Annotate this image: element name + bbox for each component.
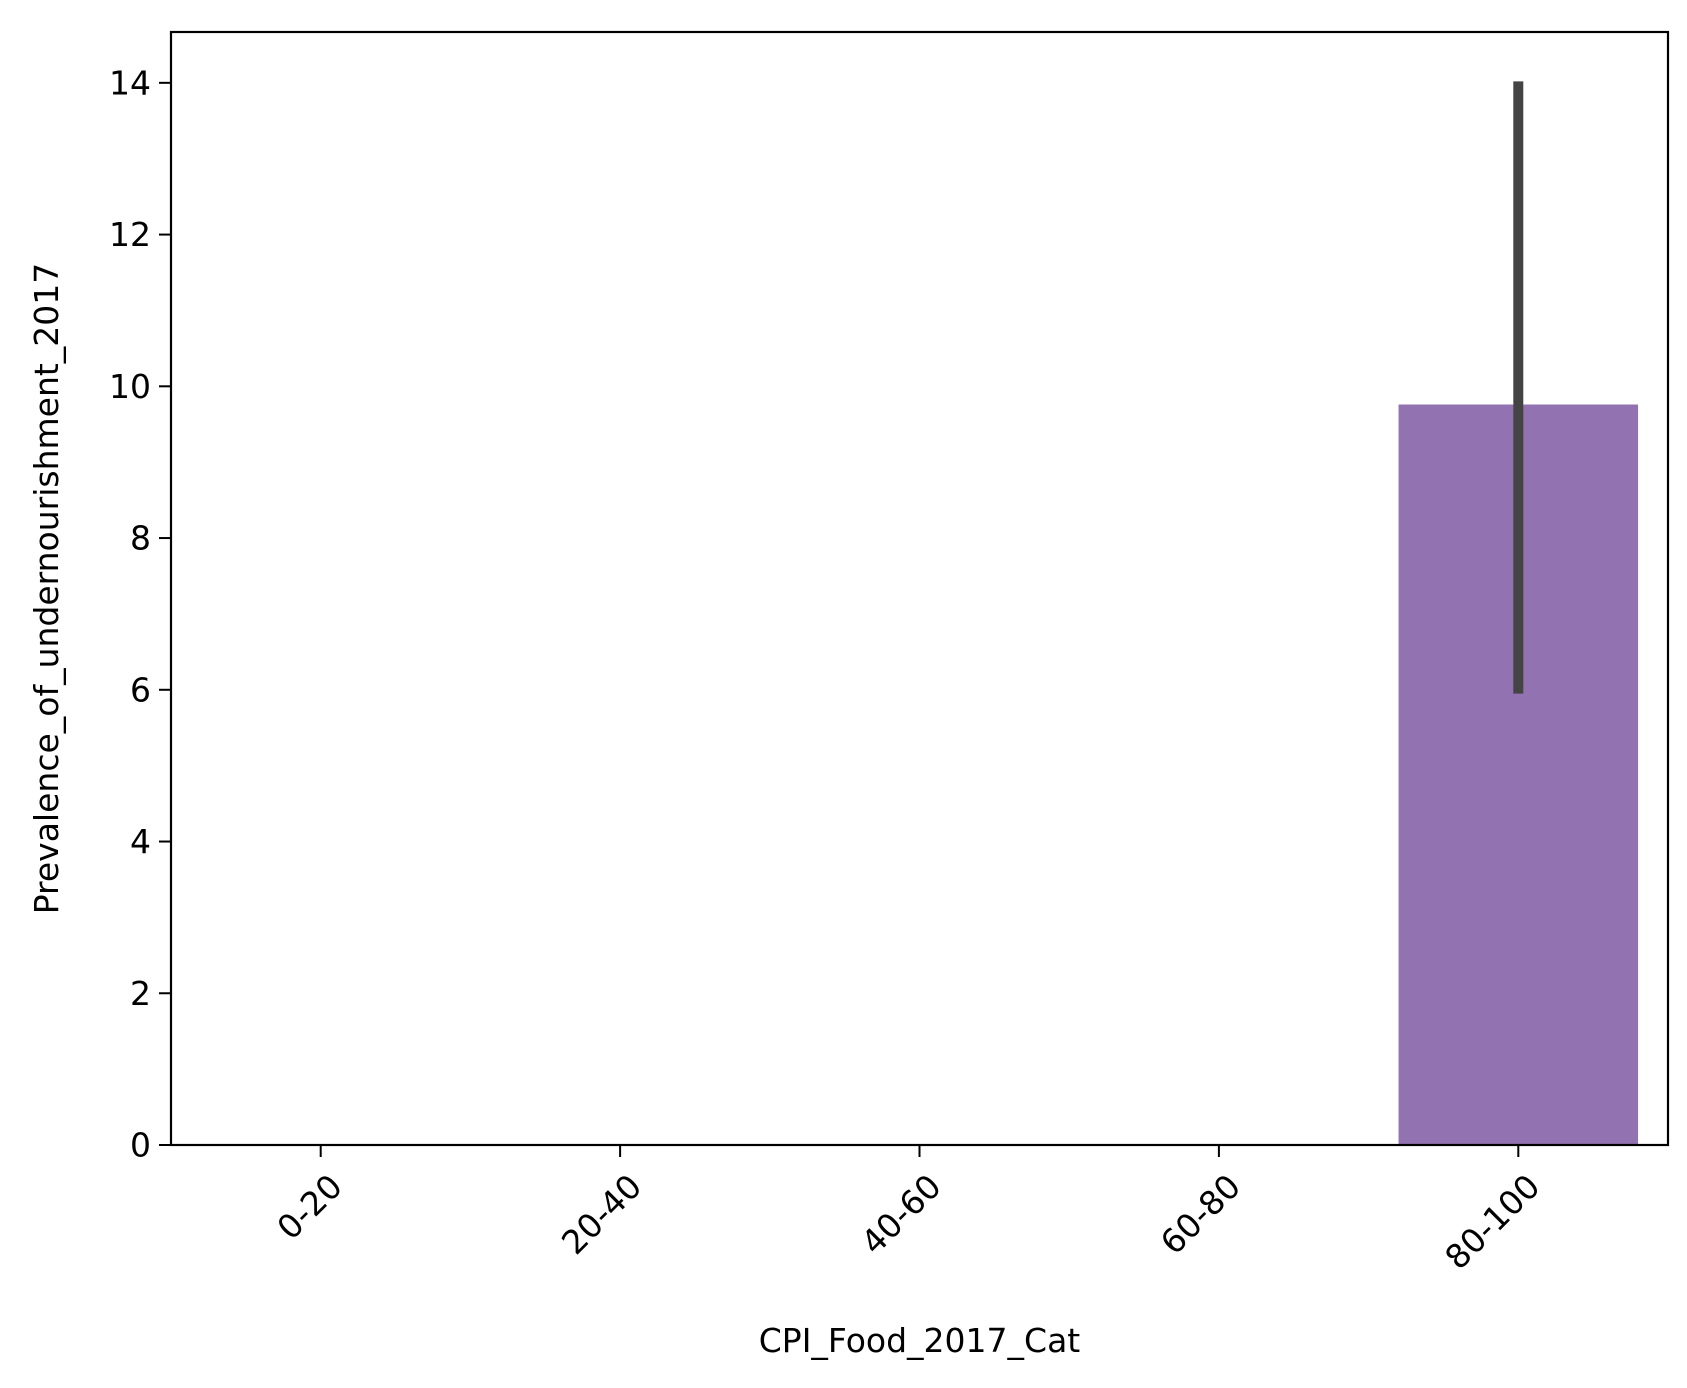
y-tick-label: 6 — [130, 670, 151, 709]
x-axis-label: CPI_Food_2017_Cat — [759, 1321, 1081, 1360]
x-axis: 0-20 20-40 40-60 60-80 80-100 — [269, 1145, 1547, 1277]
x-tick-label: 40-60 — [853, 1167, 948, 1262]
y-tick-label: 4 — [130, 822, 151, 861]
y-axis: 0 2 4 6 8 10 12 14 — [109, 63, 171, 1165]
y-tick-label: 8 — [130, 519, 151, 558]
x-tick-label: 0-20 — [269, 1167, 350, 1248]
y-tick-label: 10 — [109, 367, 151, 406]
x-tick-label: 20-40 — [554, 1167, 649, 1262]
y-tick-label: 0 — [130, 1126, 151, 1165]
x-tick-label: 80-100 — [1437, 1167, 1547, 1277]
y-axis-label: Prevalence_of_undernourishment_2017 — [27, 263, 66, 915]
y-tick-label: 2 — [130, 974, 151, 1013]
x-tick-label: 60-80 — [1153, 1167, 1248, 1262]
y-tick-label: 14 — [109, 63, 151, 102]
y-tick-label: 12 — [109, 215, 151, 254]
